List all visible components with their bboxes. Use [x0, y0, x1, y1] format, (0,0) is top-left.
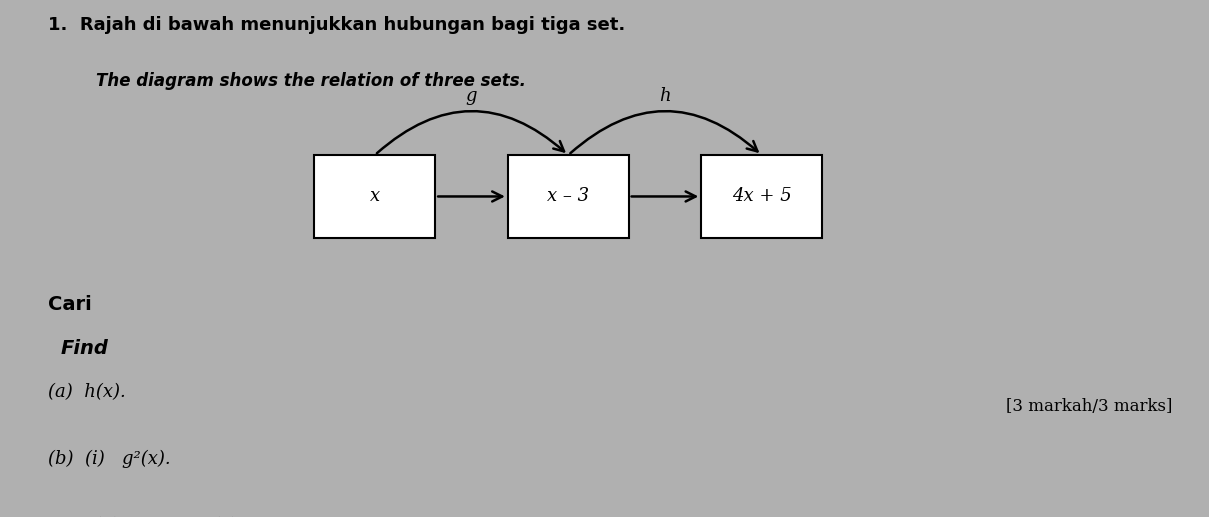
Text: 4x + 5: 4x + 5: [731, 188, 792, 205]
Text: x: x: [370, 188, 380, 205]
Text: The diagram shows the relation of three sets.: The diagram shows the relation of three …: [73, 72, 526, 90]
Text: g: g: [465, 87, 478, 104]
Text: Cari: Cari: [48, 295, 92, 314]
FancyBboxPatch shape: [314, 155, 435, 238]
Text: 1.  Rajah di bawah menunjukkan hubungan bagi tiga set.: 1. Rajah di bawah menunjukkan hubungan b…: [48, 16, 625, 34]
Text: h: h: [659, 87, 671, 104]
FancyBboxPatch shape: [701, 155, 822, 238]
FancyArrowPatch shape: [571, 111, 758, 153]
FancyBboxPatch shape: [508, 155, 629, 238]
Text: [3 markah/3 marks]: [3 markah/3 marks]: [1006, 398, 1173, 415]
Text: (b)  (i)   g²(x).: (b) (i) g²(x).: [48, 450, 170, 468]
FancyArrowPatch shape: [377, 111, 565, 153]
Text: (a)  h(x).: (a) h(x).: [48, 383, 126, 401]
Text: Find: Find: [60, 339, 109, 358]
Text: x – 3: x – 3: [548, 188, 589, 205]
